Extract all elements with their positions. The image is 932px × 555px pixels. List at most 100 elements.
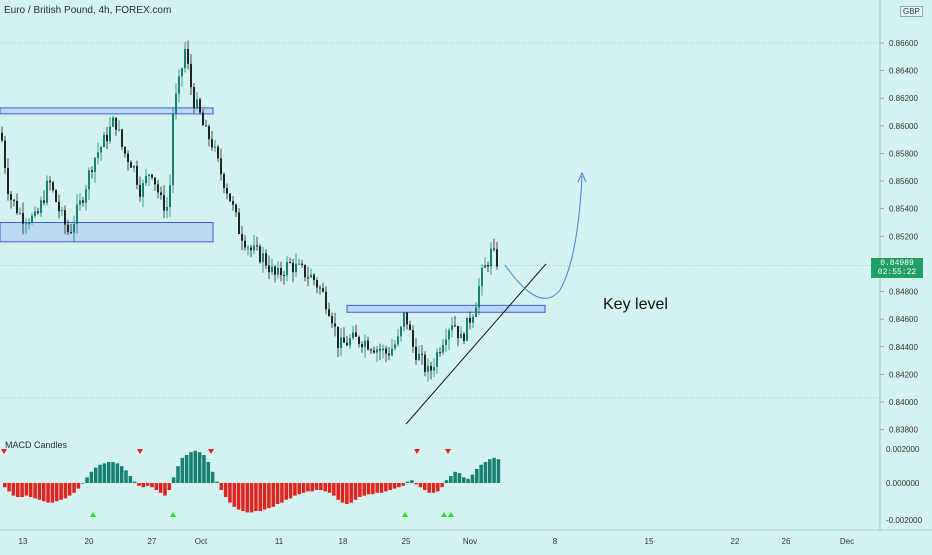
bear-candle [217, 147, 219, 159]
macd-negative-bar [423, 483, 427, 490]
bear-candle [202, 113, 204, 126]
bear-candle [370, 350, 372, 351]
bull-candle [394, 345, 396, 349]
macd-negative-bar [254, 483, 258, 511]
bear-candle [265, 253, 267, 265]
x-tick-label: 13 [19, 537, 28, 546]
bear-candle [409, 324, 411, 330]
macd-negative-bar [237, 483, 241, 510]
macd-buy-signal [170, 512, 176, 517]
bear-candle [331, 316, 333, 323]
macd-positive-bar [207, 462, 211, 483]
macd-negative-bar [38, 483, 42, 500]
bull-candle [418, 354, 420, 360]
macd-y-tick-label: 0.000000 [886, 479, 920, 488]
x-tick-label: Nov [463, 537, 477, 546]
bear-candle [193, 87, 195, 108]
macd-negative-bar [414, 483, 418, 484]
bear-candle [82, 200, 84, 202]
macd-negative-bar [284, 483, 288, 500]
bear-candle [49, 181, 51, 183]
y-tick-label: 0.85400 [889, 205, 918, 214]
macd-negative-bar [371, 483, 375, 494]
macd-negative-bar [16, 483, 20, 497]
x-tick-label: 26 [782, 537, 791, 546]
macd-negative-bar [68, 483, 72, 496]
bull-candle [391, 349, 393, 356]
bear-candle [313, 275, 315, 280]
bear-candle [22, 213, 24, 224]
x-tick-label: 20 [85, 537, 94, 546]
support-resistance-zone [0, 223, 213, 242]
macd-buy-signal [448, 512, 454, 517]
bear-candle [124, 147, 126, 154]
currency-badge[interactable]: GBP [900, 6, 923, 17]
bear-candle [334, 323, 336, 326]
macd-negative-bar [55, 483, 59, 501]
bear-candle [67, 225, 69, 232]
bull-candle [145, 176, 147, 183]
bull-candle [253, 245, 255, 250]
bear-candle [55, 190, 57, 202]
bear-candle [301, 264, 303, 265]
macd-negative-bar [319, 483, 323, 490]
support-resistance-zone [0, 108, 213, 114]
macd-negative-bar [297, 483, 301, 494]
bull-candle [142, 183, 144, 197]
macd-negative-bar [315, 483, 319, 490]
chart-title: Euro / British Pound, 4h, FOREX.com [4, 5, 171, 16]
macd-negative-bar [224, 483, 228, 497]
macd-positive-bar [211, 472, 215, 483]
bull-candle [79, 200, 81, 204]
bull-candle [184, 49, 186, 68]
bear-candle [358, 337, 360, 344]
bear-candle [127, 154, 129, 162]
macd-negative-bar [51, 483, 55, 503]
macd-negative-bar [341, 483, 345, 503]
bear-candle [415, 347, 417, 360]
macd-negative-bar [289, 483, 293, 498]
bull-candle [172, 113, 174, 185]
macd-negative-bar [388, 483, 392, 490]
macd-positive-bar [176, 466, 180, 483]
y-tick-label: 0.84800 [889, 288, 918, 297]
macd-negative-bar [358, 483, 362, 497]
bull-candle [31, 216, 33, 223]
macd-negative-bar [276, 483, 280, 504]
macd-negative-bar [29, 483, 33, 497]
bear-candle [355, 332, 357, 336]
macd-positive-bar [94, 468, 98, 483]
macd-negative-bar [163, 483, 167, 496]
bull-candle [109, 127, 111, 142]
macd-positive-bar [466, 479, 470, 483]
x-tick-label: 25 [402, 537, 411, 546]
macd-negative-bar [302, 483, 306, 493]
macd-y-tick-label: -0.002000 [886, 516, 923, 525]
bear-candle [1, 133, 3, 141]
bear-candle [244, 241, 246, 248]
bear-candle [241, 234, 243, 241]
macd-positive-bar [185, 455, 189, 483]
macd-positive-bar [458, 473, 462, 483]
macd-negative-bar [137, 483, 141, 486]
bear-candle [139, 185, 141, 197]
bull-candle [76, 205, 78, 225]
bear-candle [430, 366, 432, 371]
macd-sell-signal [208, 449, 214, 454]
bear-candle [160, 192, 162, 195]
macd-negative-bar [380, 483, 384, 493]
macd-negative-bar [64, 483, 68, 498]
macd-negative-bar [440, 483, 444, 487]
macd-positive-bar [488, 459, 492, 483]
macd-negative-bar [393, 483, 397, 489]
macd-sell-signal [414, 449, 420, 454]
macd-negative-bar [250, 483, 254, 512]
bear-candle [115, 118, 117, 130]
bear-candle [211, 139, 213, 147]
bear-candle [406, 313, 408, 325]
bull-candle [445, 339, 447, 344]
macd-negative-bar [20, 483, 24, 497]
y-tick-label: 0.86600 [889, 39, 918, 48]
